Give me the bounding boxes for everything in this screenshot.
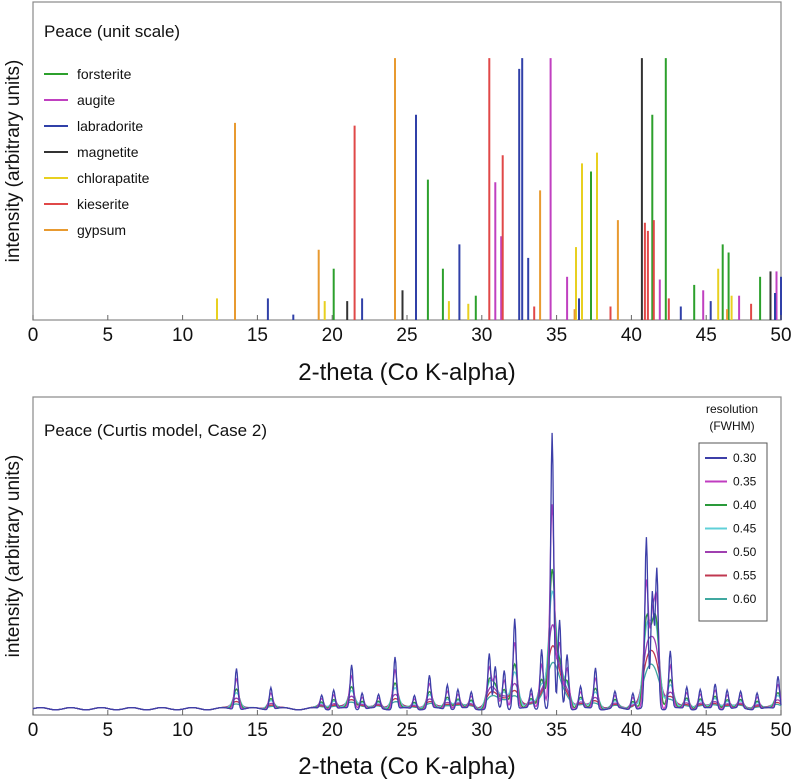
legend-label-0.35: 0.35 — [733, 475, 757, 489]
legend-box — [698, 442, 768, 622]
resolution-legend: resolution (FWHM) 0.30 0.35 0.40 0.45 0.50 0.… — [698, 402, 768, 622]
legend-label-0.55: 0.55 — [733, 569, 757, 583]
unit-scale-panel: Peace (unit scale) forsterite augite labra… — [3, 1, 792, 386]
x-tick-label: 35 — [546, 325, 567, 346]
legend-label-magnetite: magnetite — [77, 144, 139, 160]
x-tick-label: 40 — [621, 325, 642, 346]
legend: forsterite augite labradorite magnetite chlo… — [44, 66, 150, 238]
x-tick-label: 10 — [172, 720, 193, 741]
x-tick-label: 40 — [621, 720, 642, 741]
x-tick-label: 45 — [696, 720, 717, 741]
x-tick-label: 50 — [770, 325, 791, 346]
legend-title-resolution: resolution — [706, 402, 758, 416]
legend-label-gypsum: gypsum — [77, 222, 126, 238]
x-tick-label: 5 — [103, 325, 114, 346]
legend-label-chlorapatite: chlorapatite — [77, 170, 150, 186]
panel-title: Peace (Curtis model, Case 2) — [44, 421, 267, 440]
x-axis-label: 2-theta (Co K-alpha) — [298, 359, 515, 386]
x-tick-label: 30 — [471, 720, 492, 741]
x-tick-label: 0 — [28, 325, 39, 346]
x-axis-label: 2-theta (Co K-alpha) — [298, 753, 515, 780]
legend-label-0.30: 0.30 — [733, 451, 757, 465]
panel-title: Peace (unit scale) — [44, 22, 180, 41]
x-tick-label: 20 — [322, 325, 343, 346]
legend-label-kieserite: kieserite — [77, 196, 129, 212]
legend-label-forsterite: forsterite — [77, 66, 132, 82]
x-tick-label: 45 — [696, 325, 717, 346]
legend-label-0.45: 0.45 — [733, 522, 757, 536]
legend-title-fwhm: (FWHM) — [709, 419, 754, 433]
legend-label-0.60: 0.60 — [733, 592, 757, 606]
legend-label-0.50: 0.50 — [733, 545, 757, 559]
x-tick-labels: 0 5 10 15 20 25 30 35 40 45 50 — [28, 315, 792, 346]
x-tick-label: 50 — [770, 720, 791, 741]
x-tick-label: 25 — [396, 720, 417, 741]
curtis-model-panel: Peace (Curtis model, Case 2) resolution … — [3, 396, 792, 780]
x-tick-label: 15 — [247, 720, 268, 741]
y-axis-label: intensity (arbitrary units) — [3, 60, 24, 263]
x-tick-label: 20 — [322, 720, 343, 741]
x-tick-label: 5 — [103, 720, 114, 741]
legend-label-augite: augite — [77, 92, 115, 108]
plot-frame — [32, 1, 782, 321]
pattern-line-0.30 — [32, 432, 782, 711]
x-tick-label: 35 — [546, 720, 567, 741]
x-tick-labels: 0 5 10 15 20 25 30 35 40 45 50 — [28, 710, 792, 741]
x-tick-label: 25 — [396, 325, 417, 346]
peak-bars — [216, 58, 782, 320]
x-tick-label: 10 — [172, 325, 193, 346]
x-tick-label: 30 — [471, 325, 492, 346]
legend-label-0.40: 0.40 — [733, 498, 757, 512]
y-axis-label: intensity (arbitrary units) — [3, 455, 24, 658]
pattern-lines — [32, 432, 782, 711]
x-tick-label: 15 — [247, 325, 268, 346]
x-tick-label: 0 — [28, 720, 39, 741]
legend-label-labradorite: labradorite — [77, 118, 143, 134]
